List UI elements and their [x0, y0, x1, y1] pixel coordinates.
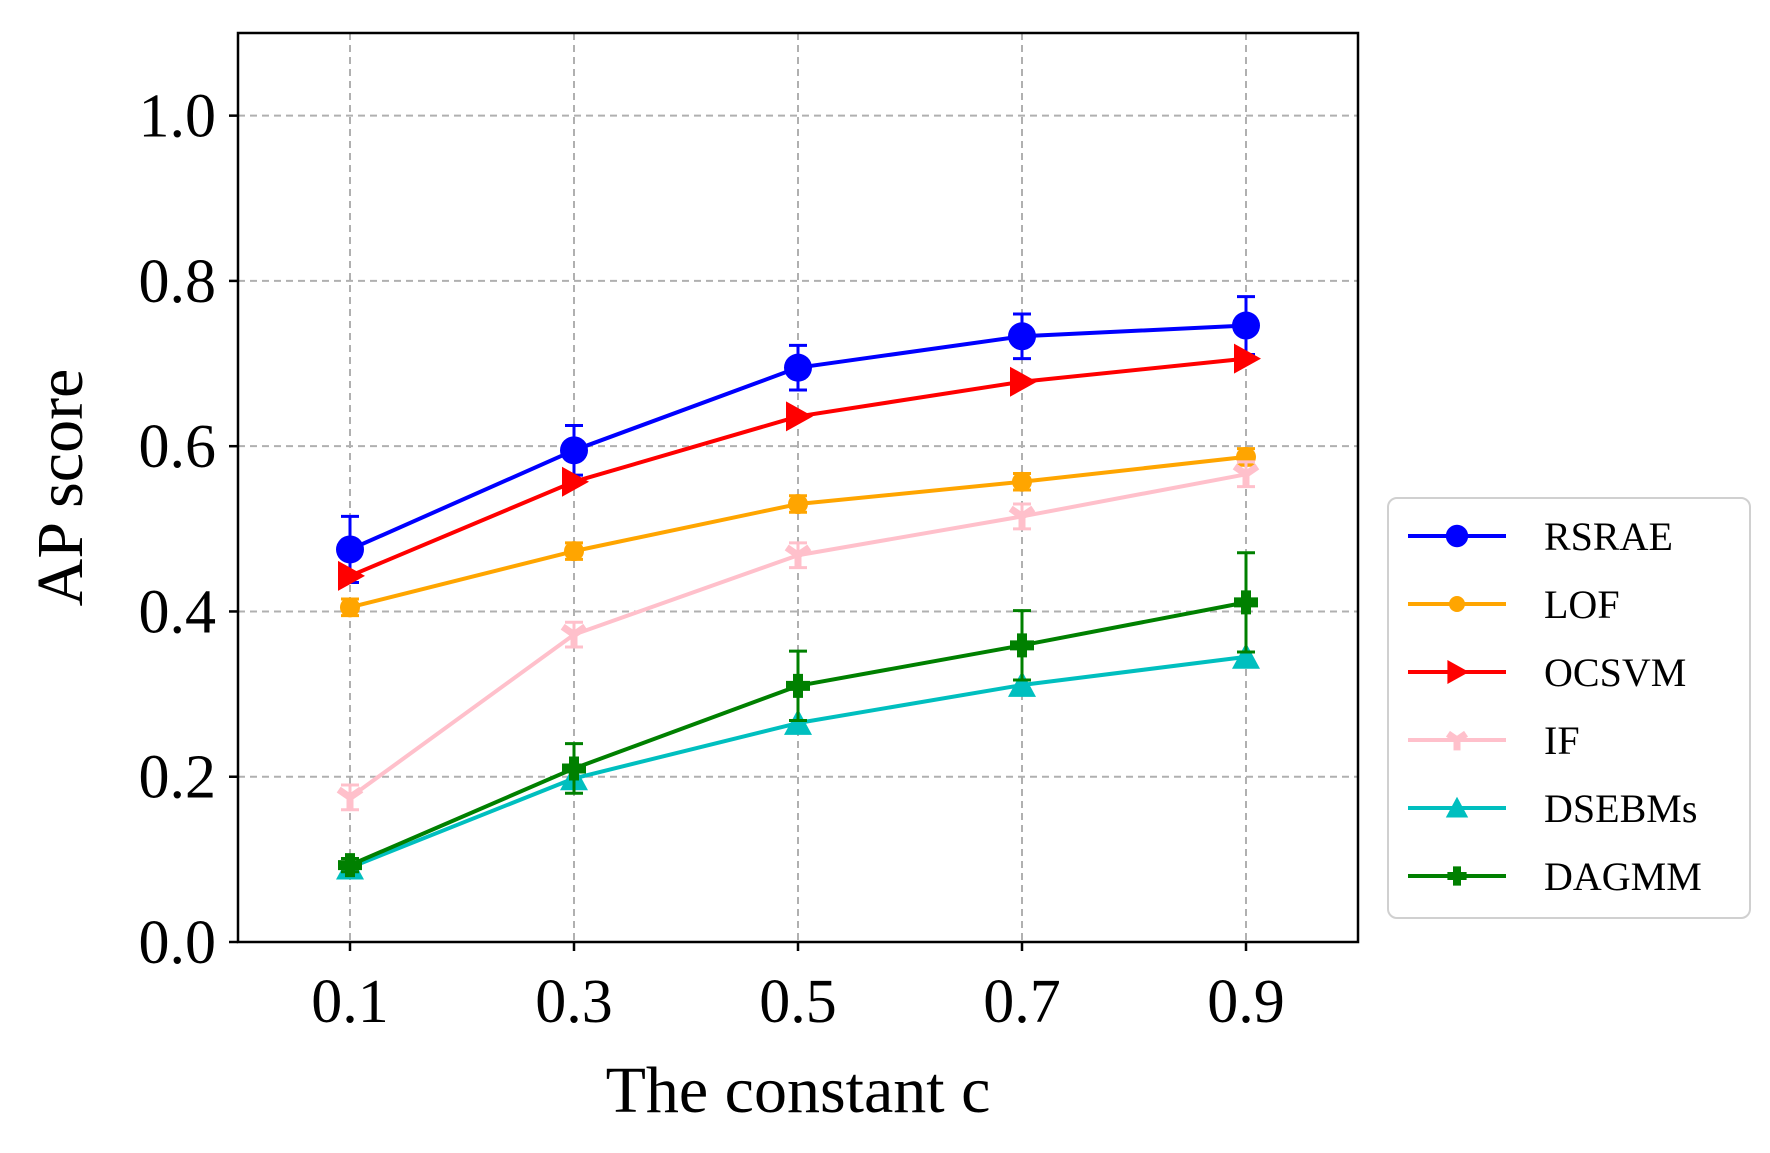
grid — [238, 33, 1358, 942]
axis-ticks: 0.1 0.3 0.5 0.7 0.9 0.0 0.2 0.4 0.6 0.8 1.0 — [139, 83, 1285, 1036]
y-tick-label: 0.2 — [139, 744, 217, 812]
legend-marker — [1447, 660, 1469, 684]
legend-label: LOF — [1544, 582, 1620, 627]
dagmm-point — [1010, 633, 1034, 658]
ocsvm-point — [562, 466, 589, 497]
legend-label: RSRAE — [1544, 514, 1673, 559]
if-point — [560, 623, 588, 648]
legend-marker — [1445, 730, 1469, 751]
legend-item-rsrae: RSRAE — [1408, 514, 1673, 559]
y-tick-label: 1.0 — [139, 83, 217, 151]
y-tick-label: 0.0 — [139, 909, 217, 977]
rsrae-point — [784, 353, 812, 382]
x-tick-label: 0.3 — [535, 968, 613, 1036]
if-point — [784, 544, 812, 569]
legend-label: OCSVM — [1544, 650, 1686, 695]
series-if — [336, 460, 1260, 812]
y-tick-label: 0.6 — [139, 413, 217, 481]
legend: RSRAE LOF OCSVM IF DSEBMs DAGMM — [1387, 497, 1751, 919]
legend-item-if: IF — [1408, 718, 1580, 763]
series-ocsvm — [338, 343, 1261, 591]
dagmm-point — [562, 756, 586, 781]
x-axis-title: The constant c — [606, 1054, 991, 1127]
series-group — [336, 295, 1261, 880]
legend-label: IF — [1544, 718, 1580, 763]
x-tick-label: 0.5 — [759, 968, 837, 1036]
legend-item-dsebms: DSEBMs — [1408, 786, 1697, 831]
y-tick-label: 0.8 — [139, 248, 217, 316]
dsebms-point — [1008, 671, 1036, 697]
lof-point — [788, 494, 808, 515]
dagmm-point — [786, 673, 810, 698]
legend-item-ocsvm: OCSVM — [1408, 650, 1686, 695]
series-dagmm — [338, 551, 1258, 878]
legend-item-dagmm: DAGMM — [1408, 854, 1702, 899]
ocsvm-point — [338, 560, 365, 591]
lof-point — [564, 541, 584, 562]
x-tick-label: 0.9 — [1207, 968, 1285, 1036]
legend-label: DAGMM — [1544, 854, 1702, 899]
dagmm-point — [1234, 590, 1258, 615]
legend-marker — [1445, 796, 1469, 818]
dsebms-point — [1232, 642, 1260, 669]
legend-item-lof: LOF — [1408, 582, 1620, 627]
lof-point — [340, 597, 360, 618]
y-tick-label: 0.4 — [139, 578, 217, 646]
ocsvm-point — [1234, 343, 1261, 374]
if-point — [1232, 463, 1260, 488]
x-tick-label: 0.7 — [983, 968, 1061, 1036]
x-tick-label: 0.1 — [311, 968, 389, 1036]
series-lof — [340, 446, 1256, 618]
if-point — [336, 786, 364, 811]
dagmm-point — [338, 853, 362, 878]
rsrae-point — [1232, 311, 1260, 340]
legend-marker — [1445, 524, 1469, 548]
rsrae-point — [560, 436, 588, 465]
legend-marker — [1447, 866, 1467, 886]
lof-point — [1012, 471, 1032, 492]
if-point — [1008, 505, 1036, 530]
rsrae-point — [336, 535, 364, 564]
legend-label: DSEBMs — [1544, 786, 1697, 831]
rsrae-point — [1008, 322, 1036, 351]
ocsvm-point — [1010, 366, 1037, 397]
ocsvm-point — [786, 401, 813, 432]
legend-marker — [1449, 596, 1465, 612]
y-axis-title: AP score — [24, 369, 97, 607]
